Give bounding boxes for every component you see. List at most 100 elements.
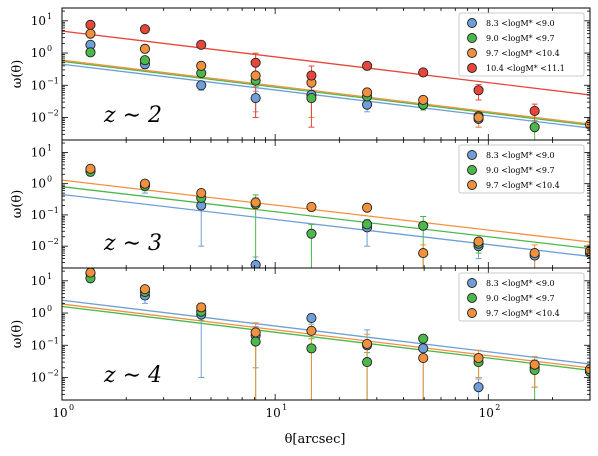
data-point-series-3 bbox=[529, 359, 540, 370]
data-point-series-3 bbox=[250, 197, 261, 208]
data-point-series-3 bbox=[250, 327, 261, 338]
data-point-series-3 bbox=[139, 178, 151, 189]
x-tick-label: 10 bbox=[266, 406, 281, 420]
legend-entry: 9.7 <logM* <10.4 bbox=[486, 181, 560, 190]
data-point-series-4 bbox=[362, 60, 373, 71]
data-point-series-2 bbox=[529, 122, 540, 133]
data-point-series-3 bbox=[529, 248, 540, 259]
legend-marker bbox=[467, 278, 477, 288]
data-point-series-3 bbox=[196, 60, 207, 71]
plot-area bbox=[62, 19, 590, 140]
data-point-series-3 bbox=[584, 364, 590, 375]
panel-redshift-label: z ∼ 3 bbox=[103, 231, 162, 256]
y-tick-exponent: 1 bbox=[47, 272, 52, 281]
y-tick-exponent: −1 bbox=[47, 76, 59, 85]
y-tick-exponent: 0 bbox=[47, 175, 52, 184]
legend: 8.3 <logM* <9.0 9.0 <logM* <9.7 9.7 <logM*… bbox=[458, 12, 585, 77]
y-axis-label: ω(θ) bbox=[10, 60, 25, 89]
fit-line-4 bbox=[62, 30, 590, 96]
legend-entry: 10.4 <logM* <11.1 bbox=[486, 64, 565, 73]
fit-line-2 bbox=[62, 305, 590, 371]
panel-redshift-label: z ∼ 2 bbox=[103, 103, 162, 128]
x-axis-label: θ[arcsec] bbox=[285, 432, 346, 447]
legend-entry: 8.3 <logM* <9.0 bbox=[486, 151, 555, 160]
y-ticks bbox=[62, 270, 590, 401]
fit-line-2 bbox=[62, 60, 590, 126]
data-point-series-2 bbox=[362, 219, 373, 230]
y-tick-exponent: −2 bbox=[47, 237, 59, 246]
y-tick-label: 10 bbox=[31, 208, 46, 222]
data-point-series-3 bbox=[85, 163, 96, 174]
legend-entry: 9.0 <logM* <9.7 bbox=[486, 294, 555, 303]
data-point-series-1 bbox=[418, 343, 429, 354]
fit-line-1 bbox=[62, 63, 590, 129]
data-point-series-3 bbox=[306, 201, 317, 212]
data-point-series-2 bbox=[85, 47, 96, 58]
data-point-series-1 bbox=[250, 259, 261, 268]
legend-entry: 9.7 <logM* <10.4 bbox=[486, 49, 560, 58]
legend: 8.3 <logM* <9.0 9.0 <logM* <9.7 9.7 <logM*… bbox=[458, 272, 585, 322]
fit-line-2 bbox=[62, 186, 590, 250]
data-point-series-3 bbox=[196, 188, 207, 199]
data-point-series-3 bbox=[139, 284, 151, 295]
legend-marker bbox=[467, 180, 477, 190]
data-point-series-4 bbox=[250, 57, 261, 68]
data-point-series-3 bbox=[362, 87, 373, 98]
data-point-series-2 bbox=[306, 93, 317, 104]
x-tick-exponent: 2 bbox=[495, 403, 500, 412]
legend-marker bbox=[467, 48, 477, 58]
data-point-series-1 bbox=[250, 93, 261, 104]
legend-entry: 9.7 <logM* <10.4 bbox=[486, 309, 560, 318]
data-point-series-4 bbox=[529, 105, 540, 116]
panel-redshift-label: z ∼ 4 bbox=[103, 363, 162, 388]
x-tick-label: 10 bbox=[52, 406, 67, 420]
fit-line-3 bbox=[62, 59, 590, 125]
legend-box bbox=[458, 272, 585, 322]
y-tick-label: 10 bbox=[31, 46, 46, 60]
fit-line-1 bbox=[62, 193, 590, 258]
data-point-series-1 bbox=[196, 80, 207, 91]
y-tick-label: 10 bbox=[31, 239, 46, 253]
legend-entry: 9.0 <logM* <9.7 bbox=[486, 34, 555, 43]
plot-area bbox=[62, 163, 590, 268]
x-tick-labels: 10 0 10 1 10 2 bbox=[52, 403, 500, 420]
x-tick-exponent: 0 bbox=[69, 403, 74, 412]
y-tick-label: 10 bbox=[31, 78, 46, 92]
y-tick-label: 10 bbox=[31, 306, 46, 320]
y-tick-label: 10 bbox=[31, 370, 46, 384]
data-point-series-3 bbox=[139, 43, 151, 54]
panel-frame bbox=[61, 267, 591, 401]
data-point-series-2 bbox=[418, 220, 429, 231]
legend-entry: 9.0 <logM* <9.7 bbox=[486, 166, 555, 175]
fit-line-3 bbox=[62, 179, 590, 243]
data-point-series-3 bbox=[473, 353, 484, 364]
y-tick-exponent: 1 bbox=[47, 12, 52, 21]
data-point-series-3 bbox=[250, 70, 261, 81]
data-point-series-3 bbox=[196, 302, 207, 313]
legend-box bbox=[458, 144, 585, 194]
data-point-series-2 bbox=[139, 55, 151, 66]
data-point-series-2 bbox=[250, 336, 261, 347]
legend-marker bbox=[467, 18, 477, 28]
data-point-series-3 bbox=[85, 28, 96, 39]
data-point-series-2 bbox=[306, 228, 317, 239]
y-tick-label: 10 bbox=[31, 338, 46, 352]
legend-marker bbox=[467, 33, 477, 43]
data-point-series-4 bbox=[196, 39, 207, 50]
y-tick-exponent: 1 bbox=[47, 143, 52, 152]
y-ticks bbox=[62, 142, 590, 269]
data-point-series-2 bbox=[306, 343, 317, 354]
legend-entry: 8.3 <logM* <9.0 bbox=[486, 19, 555, 28]
data-point-series-3 bbox=[473, 112, 484, 123]
legend-marker bbox=[467, 150, 477, 160]
y-tick-label: 10 bbox=[31, 14, 46, 28]
x-ticks bbox=[61, 268, 591, 400]
legend-marker bbox=[467, 63, 477, 73]
y-tick-label: 10 bbox=[31, 177, 46, 191]
y-tick-exponent: −2 bbox=[47, 108, 59, 117]
data-point-series-3 bbox=[418, 353, 429, 364]
data-point-series-3 bbox=[306, 325, 317, 336]
